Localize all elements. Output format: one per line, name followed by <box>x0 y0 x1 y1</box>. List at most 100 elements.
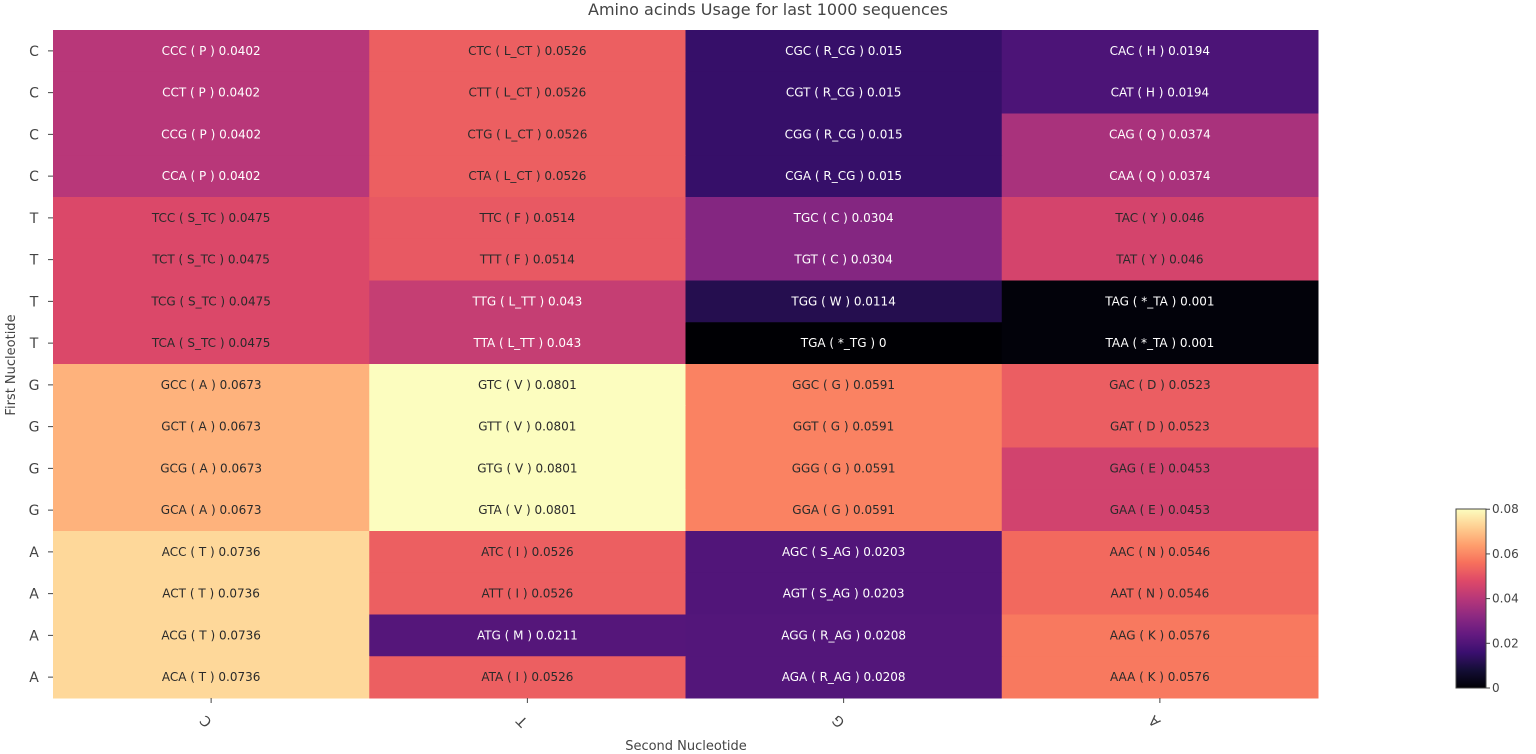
cell-label: GCT ( A ) 0.0673 <box>161 420 261 434</box>
heatmap-cell <box>685 531 1003 574</box>
heatmap-cell <box>1001 30 1319 73</box>
heatmap-cell <box>685 113 1003 156</box>
heatmap-cell <box>369 656 686 699</box>
heatmap-cell <box>685 489 1003 532</box>
heatmap-cell <box>53 238 370 281</box>
cell-label: GGG ( G ) 0.0591 <box>792 461 896 475</box>
cell-label: ATC ( I ) 0.0526 <box>481 545 573 559</box>
heatmap-cell <box>685 447 1003 490</box>
cell-label: TTC ( F ) 0.0514 <box>479 211 576 225</box>
cell-label: CTC ( L_CT ) 0.0526 <box>468 44 586 58</box>
heatmap-cell <box>53 572 370 615</box>
cell-label: AAG ( K ) 0.0576 <box>1110 628 1210 642</box>
cell-label: TCG ( S_TC ) 0.0475 <box>150 294 271 308</box>
colorbar: 0 0.02 0.04 0.06 0.08 <box>1455 502 1519 695</box>
heatmap-cell <box>369 572 686 615</box>
cell-label: GAC ( D ) 0.0523 <box>1109 378 1211 392</box>
cell-label: AGA ( R_AG ) 0.0208 <box>782 670 906 684</box>
cell-label: GTG ( V ) 0.0801 <box>477 461 577 475</box>
cell-label: CGG ( R_CG ) 0.015 <box>785 127 903 141</box>
y-tick-label: C <box>29 127 39 143</box>
cell-label: CTG ( L_CT ) 0.0526 <box>467 127 587 141</box>
heatmap-cell <box>1001 71 1319 114</box>
cell-label: TCT ( S_TC ) 0.0475 <box>151 253 270 267</box>
cell-label: ACT ( T ) 0.0736 <box>162 587 260 601</box>
colorbar-tick-label: 0.06 <box>1492 547 1519 561</box>
heatmap-cell <box>369 30 686 73</box>
heatmap-cell <box>685 614 1003 657</box>
heatmap-cell <box>53 405 370 448</box>
cell-label: CAA ( Q ) 0.0374 <box>1109 169 1210 183</box>
y-tick-label: T <box>29 294 39 310</box>
heatmap-cell <box>53 71 370 114</box>
cell-label: GTT ( V ) 0.0801 <box>478 420 576 434</box>
y-tick-label: G <box>29 420 40 436</box>
heatmap-cell <box>685 364 1003 407</box>
heatmap-cell <box>685 155 1003 198</box>
heatmap-cell <box>53 322 370 365</box>
heatmap-cell <box>369 447 686 490</box>
cell-label: AGC ( S_AG ) 0.0203 <box>782 545 905 559</box>
cell-label: TCC ( S_TC ) 0.0475 <box>151 211 271 225</box>
heatmap-cell <box>685 71 1003 114</box>
heatmap-cell <box>53 113 370 156</box>
heatmap-cell <box>53 364 370 407</box>
y-tick-label: C <box>29 44 39 60</box>
heatmap-cell <box>53 155 370 198</box>
colorbar-tick-label: 0.02 <box>1492 636 1519 650</box>
cell-label: GCG ( A ) 0.0673 <box>160 461 262 475</box>
cell-label: TGT ( C ) 0.0304 <box>793 253 893 267</box>
cell-label: CCG ( P ) 0.0402 <box>161 127 261 141</box>
y-tick-label: C <box>29 86 39 102</box>
y-tick-label: A <box>29 670 39 686</box>
cell-label: CTT ( L_CT ) 0.0526 <box>468 86 586 100</box>
cell-label: TAG ( *_TA ) 0.001 <box>1104 294 1214 308</box>
heatmap-cell <box>685 197 1003 240</box>
cell-label: CAT ( H ) 0.0194 <box>1111 86 1210 100</box>
heatmap-cell <box>1001 614 1319 657</box>
cell-label: TAA ( *_TA ) 0.001 <box>1105 336 1215 350</box>
heatmap-cell <box>1001 364 1319 407</box>
cell-label: GTC ( V ) 0.0801 <box>478 378 577 392</box>
heatmap-cell <box>685 238 1003 281</box>
heatmap-cell <box>1001 489 1319 532</box>
colorbar-tick-label: 0.08 <box>1492 502 1519 516</box>
y-tick-label: A <box>29 587 39 603</box>
cell-label: TTG ( L_TT ) 0.043 <box>471 294 582 308</box>
y-tick-label: G <box>29 461 40 477</box>
heatmap-cell <box>685 30 1003 73</box>
cell-label: CAG ( Q ) 0.0374 <box>1109 127 1211 141</box>
cell-label: TAT ( Y ) 0.046 <box>1115 253 1203 267</box>
cell-label: GCC ( A ) 0.0673 <box>161 378 262 392</box>
cell-label: TTT ( F ) 0.0514 <box>479 253 575 267</box>
y-tick-label: A <box>29 545 39 561</box>
y-tick-label: A <box>29 628 39 644</box>
heatmap-cell <box>1001 280 1319 323</box>
heatmap-cell <box>53 197 370 240</box>
cell-label: ATG ( M ) 0.0211 <box>477 628 578 642</box>
heatmap-cell <box>369 364 686 407</box>
cell-label: GAT ( D ) 0.0523 <box>1110 420 1210 434</box>
cell-label: AAC ( N ) 0.0546 <box>1110 545 1211 559</box>
cell-label: GGA ( G ) 0.0591 <box>792 503 895 517</box>
cell-label: ACG ( T ) 0.0736 <box>161 628 261 642</box>
cell-label: ATA ( I ) 0.0526 <box>481 670 573 684</box>
heatmap-cell <box>685 405 1003 448</box>
x-tick-label: C <box>197 712 215 730</box>
heatmap-cell <box>369 113 686 156</box>
chart-title: Amino acinds Usage for last 1000 sequenc… <box>588 0 948 19</box>
cell-label: AAT ( N ) 0.0546 <box>1111 587 1210 601</box>
heatmap-cell <box>53 447 370 490</box>
heatmap-cell <box>1001 405 1319 448</box>
y-axis-title: First Nucleotide <box>4 314 19 415</box>
heatmap-cell <box>369 322 686 365</box>
y-tick-label: T <box>29 336 39 352</box>
cell-label: ACA ( T ) 0.0736 <box>162 670 261 684</box>
heatmap-cell <box>685 656 1003 699</box>
cell-label: CAC ( H ) 0.0194 <box>1110 44 1210 58</box>
y-tick-label: C <box>29 169 39 185</box>
heatmap-cell <box>685 572 1003 615</box>
cell-label: CGC ( R_CG ) 0.015 <box>785 44 902 58</box>
cell-label: GTA ( V ) 0.0801 <box>478 503 576 517</box>
